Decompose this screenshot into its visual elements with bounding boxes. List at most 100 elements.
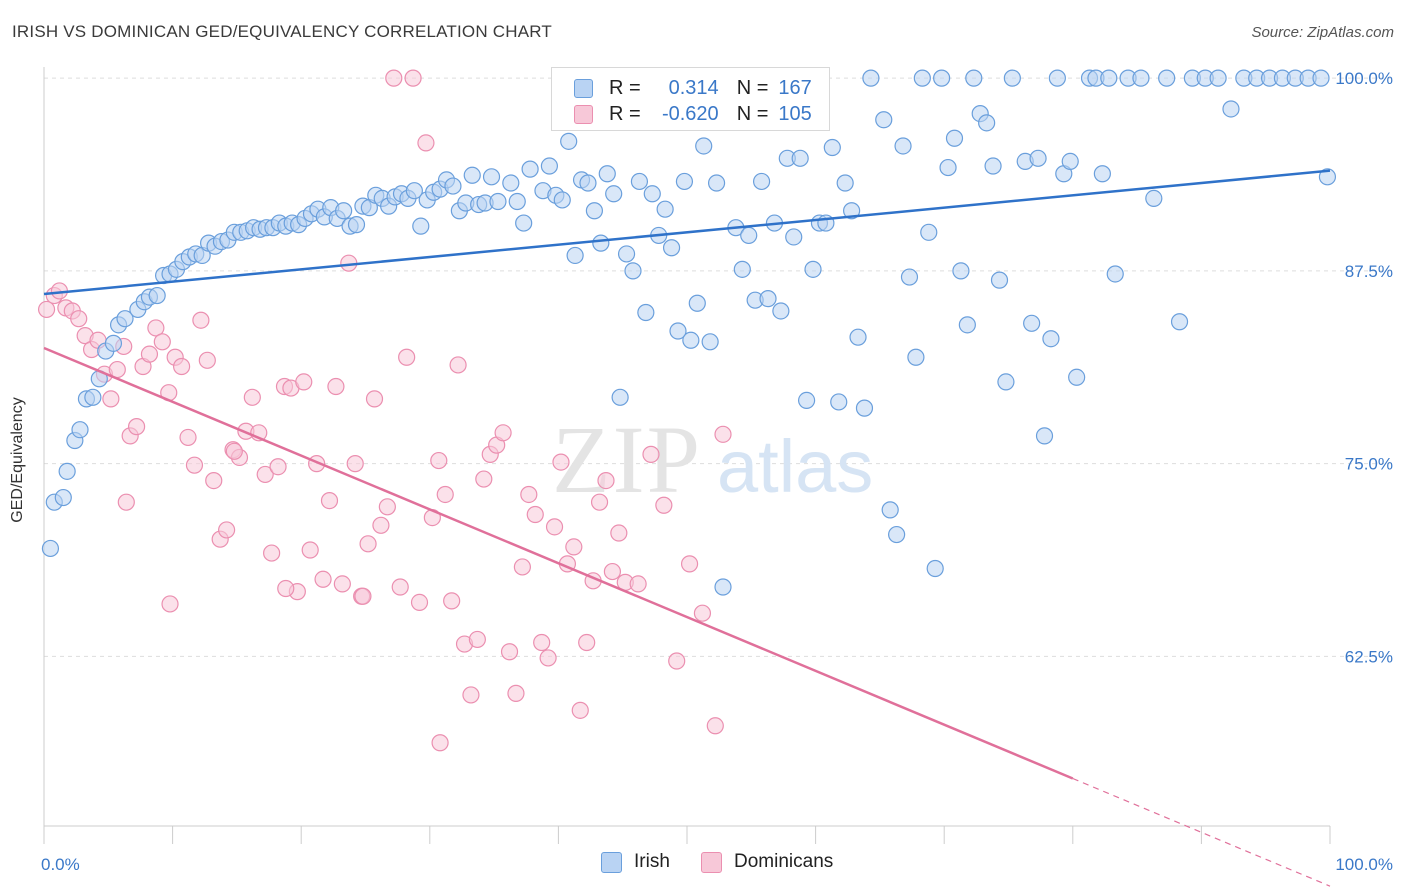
irish-point-162 <box>1145 189 1163 208</box>
irish-point-135 <box>939 158 957 177</box>
irish-point-168 <box>1222 100 1240 118</box>
irish-point-132 <box>920 223 938 241</box>
source-label: Source: ZipAtlas.com <box>1251 24 1394 41</box>
irish-point-81 <box>579 174 597 192</box>
irish-point-145 <box>1003 69 1021 87</box>
dominicans-point-59 <box>417 134 435 152</box>
dominicans-point-26 <box>205 471 223 490</box>
irish-point-115 <box>804 260 822 278</box>
irish-point-149 <box>1035 427 1054 445</box>
dominicans-point-89 <box>610 524 628 542</box>
irish-point-124 <box>862 69 880 87</box>
dominicans-swatch <box>574 104 593 124</box>
irish-point-82 <box>585 202 604 220</box>
watermark: ZIP atlas <box>552 406 873 513</box>
irish-point-85 <box>605 185 623 203</box>
irish-point-118 <box>823 138 841 157</box>
dominicans-point-99 <box>354 587 372 605</box>
irish-point-77 <box>553 191 571 209</box>
irish-point-125 <box>875 111 893 129</box>
dominicans-point-48 <box>346 455 364 473</box>
irish-point-159 <box>1106 265 1124 283</box>
dominicans-point-96 <box>693 604 712 622</box>
legend-item-irish: Irish <box>601 851 670 873</box>
watermark-atlas: atlas <box>717 425 873 508</box>
irish-point-126 <box>881 501 899 519</box>
dominicans-point-80 <box>552 453 570 471</box>
dominicans-point-100 <box>277 579 295 598</box>
dominicans-point-5 <box>70 310 88 328</box>
dominicans-point-46 <box>333 575 351 593</box>
irish-point-105 <box>740 226 758 245</box>
dominicans-point-57 <box>404 69 422 87</box>
dominicans-point-25 <box>198 351 216 369</box>
dominicans-point-104 <box>714 425 732 443</box>
irish-point-90 <box>637 303 655 322</box>
irish-point-133 <box>926 559 944 578</box>
irish-point-12 <box>116 310 134 328</box>
dominicans-point-82 <box>565 538 583 556</box>
dominicans-point-44 <box>320 492 339 510</box>
irish-point-65 <box>463 166 481 184</box>
irish-point-143 <box>990 271 1009 289</box>
dominicans-point-18 <box>153 333 171 351</box>
tick-labels: 100.0% 87.5% 75.0% 62.5% 0.0% 100.0% <box>41 69 1393 874</box>
irish-point-163 <box>1158 69 1176 87</box>
dominicans-point-0 <box>37 300 56 319</box>
legend-row-dominicans: R = -0.620 N = 105 <box>574 102 812 126</box>
dominicans-point-45 <box>327 377 345 396</box>
irish-point-158 <box>1100 69 1118 87</box>
dominicans-point-64 <box>449 356 467 374</box>
dominicans-point-24 <box>192 311 210 329</box>
dominicans-point-91 <box>629 575 647 593</box>
irish-point-167 <box>1209 69 1227 87</box>
irish-point-95 <box>669 322 687 340</box>
dominicans-point-77 <box>533 633 551 652</box>
irish-point-120 <box>836 174 854 192</box>
dominicans-trend-line <box>43 346 1074 780</box>
irish-point-47 <box>347 216 366 234</box>
dominicans-point-88 <box>603 562 622 581</box>
irish-point-153 <box>1061 152 1079 170</box>
dominicans-point-51 <box>365 390 384 408</box>
y-tick-label-3: 62.5% <box>1345 647 1393 666</box>
dominicans-point-34 <box>256 465 274 484</box>
irish-point-150 <box>1042 330 1060 348</box>
irish-point-110 <box>772 302 790 320</box>
irish-point-134 <box>933 69 951 87</box>
grid <box>44 77 1395 657</box>
irish-point-119 <box>830 393 848 411</box>
dominicans-point-52 <box>372 516 390 534</box>
irish-r-value: 0.314 <box>668 76 719 99</box>
trend-lines <box>43 169 1331 887</box>
irish-point-157 <box>1093 165 1111 183</box>
irish-point-68 <box>482 168 501 186</box>
dominicans-point-103 <box>117 493 135 511</box>
dominicans-point-36 <box>269 458 287 476</box>
legend-row-irish: R = 0.314 N = 167 <box>574 76 812 100</box>
irish-point-141 <box>978 114 996 132</box>
dominicans-point-101 <box>225 442 243 460</box>
dominicans-point-61 <box>430 451 448 470</box>
axes <box>43 67 1331 844</box>
irish-point-112 <box>785 228 803 246</box>
dominicans-point-21 <box>173 357 191 376</box>
irish-point-89 <box>630 172 649 191</box>
dominicans-n-value: 105 <box>778 102 812 125</box>
irish-point-130 <box>907 348 925 366</box>
dominicans-point-93 <box>655 496 673 514</box>
irish-point-131 <box>913 69 931 87</box>
dominicans-point-41 <box>301 541 319 559</box>
irish-point-136 <box>945 129 964 147</box>
dominicans-point-63 <box>443 592 461 610</box>
legend-dominicans-label: Dominicans <box>734 851 834 872</box>
y-tick-label-1: 87.5% <box>1345 262 1393 281</box>
dominicans-point-87 <box>597 471 615 490</box>
dominicans-point-56 <box>398 348 416 366</box>
dominicans-point-71 <box>494 424 512 442</box>
irish-point-16 <box>148 286 166 305</box>
irish-point-75 <box>540 157 558 175</box>
dominicans-point-40 <box>295 373 313 391</box>
legend-dominicans-swatch <box>701 851 722 873</box>
